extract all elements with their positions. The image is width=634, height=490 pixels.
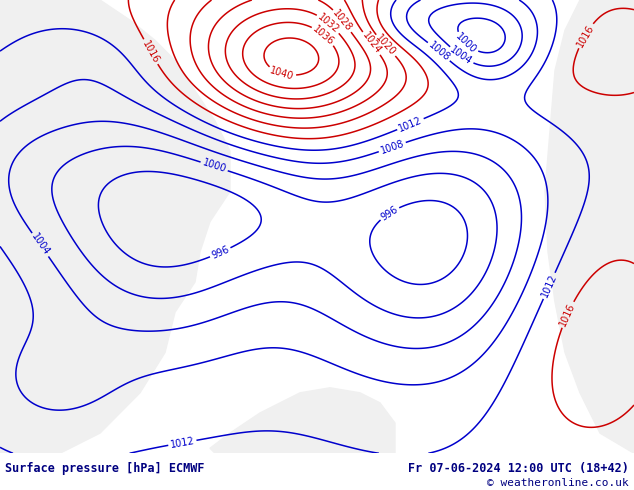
Text: 996: 996 [210,244,231,261]
Text: 1036: 1036 [311,24,336,47]
Text: 1000: 1000 [201,158,228,175]
Text: 1000: 1000 [454,31,479,55]
Polygon shape [0,0,230,453]
Text: 1012: 1012 [169,436,195,450]
Text: 1004: 1004 [448,45,474,67]
Text: 1016: 1016 [575,23,596,49]
Text: 1012: 1012 [397,115,424,133]
Text: 1004: 1004 [29,232,51,258]
Text: 1008: 1008 [379,138,406,156]
Text: 1012: 1012 [540,272,559,299]
Text: 1008: 1008 [426,40,451,63]
Text: 1028: 1028 [331,8,354,33]
Polygon shape [545,0,634,453]
Text: 1024: 1024 [360,31,383,56]
Text: 996: 996 [379,204,400,222]
Text: 1040: 1040 [269,65,295,82]
Text: 1016: 1016 [558,301,577,328]
Polygon shape [210,388,395,453]
Text: 1032: 1032 [316,11,341,35]
Text: © weatheronline.co.uk: © weatheronline.co.uk [487,478,629,488]
Text: 1020: 1020 [373,33,398,58]
Text: 1016: 1016 [140,39,161,65]
Text: Surface pressure [hPa] ECMWF: Surface pressure [hPa] ECMWF [5,463,205,475]
Text: Fr 07-06-2024 12:00 UTC (18+42): Fr 07-06-2024 12:00 UTC (18+42) [408,463,629,475]
